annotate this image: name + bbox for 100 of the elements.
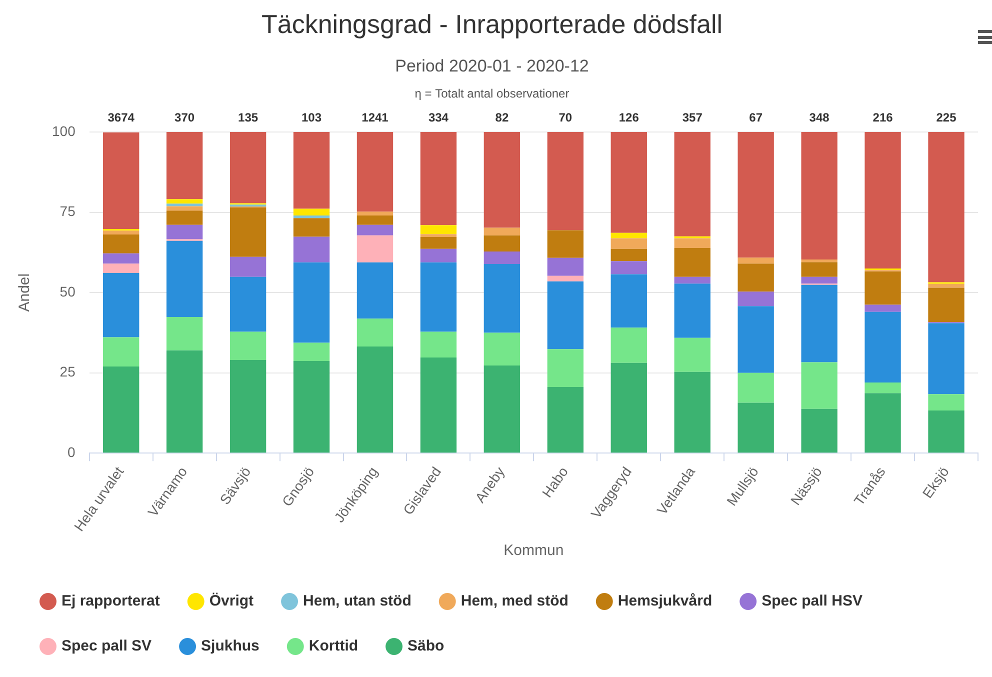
y-tick-label: 100 — [52, 122, 76, 139]
bar — [547, 387, 584, 453]
chart-title: Täckningsgrad - Inrapporterade dödsfall — [261, 9, 723, 40]
legend-label: Spec pall HSV — [762, 592, 862, 610]
legend-label: Hem, utan stöd — [303, 592, 412, 610]
bar — [420, 262, 457, 332]
bar — [166, 316, 203, 350]
bar — [547, 230, 584, 258]
bar — [674, 284, 710, 338]
bar — [864, 304, 901, 312]
annotation: 126 — [618, 110, 640, 124]
bar — [166, 132, 203, 200]
bar — [484, 228, 520, 236]
bar — [420, 132, 457, 226]
bar — [738, 132, 774, 258]
legend-label: Hemsjukvård — [618, 592, 712, 610]
bar — [484, 132, 520, 228]
bar — [928, 323, 964, 394]
bar — [166, 199, 203, 204]
bar — [293, 360, 330, 453]
annotation: 348 — [809, 110, 830, 124]
annotation: 334 — [428, 110, 449, 124]
annotation: 70 — [558, 110, 572, 124]
bar — [293, 236, 330, 262]
bar — [610, 261, 647, 274]
bar — [103, 230, 140, 234]
y-tick-label: 25 — [60, 364, 76, 380]
bar — [801, 284, 838, 362]
y-tick-label: 50 — [60, 283, 76, 300]
bar — [420, 237, 457, 249]
bar — [864, 271, 901, 305]
bar — [356, 235, 394, 262]
bar — [610, 328, 647, 363]
annotation: 82 — [495, 110, 509, 124]
bar — [864, 382, 901, 394]
y-tick-label: 0 — [68, 444, 76, 460]
bar — [674, 248, 710, 277]
bar — [484, 235, 520, 252]
bar — [801, 362, 838, 409]
bar — [356, 216, 394, 225]
bar — [230, 132, 266, 204]
bar — [610, 238, 647, 249]
bar — [230, 360, 266, 453]
x-axis-title: Kommun — [504, 542, 564, 560]
bar — [484, 332, 520, 366]
text: η = Totalt antal observationer — [414, 86, 570, 100]
y-tick-label: 75 — [60, 203, 76, 220]
annotation: 103 — [302, 110, 322, 124]
bar — [738, 258, 774, 264]
bar — [166, 350, 203, 453]
bar — [103, 264, 140, 273]
bar — [420, 357, 457, 453]
y-axis-title: Andel — [16, 273, 34, 312]
bar — [547, 349, 584, 388]
bar — [610, 232, 647, 238]
bar — [801, 132, 838, 260]
bar — [928, 394, 964, 410]
bar — [230, 276, 266, 332]
bar — [801, 276, 838, 284]
bar — [230, 332, 266, 360]
bar — [484, 251, 520, 264]
bar — [864, 312, 901, 383]
annotation: 370 — [174, 110, 195, 124]
bar — [547, 276, 584, 282]
bar — [928, 284, 964, 288]
bar — [420, 225, 457, 234]
bar — [166, 224, 203, 240]
bar — [738, 292, 774, 306]
bar — [801, 408, 838, 453]
bar — [293, 218, 330, 237]
bar — [674, 338, 710, 372]
legend-label: Spec pall SV — [62, 638, 152, 655]
legend-label: Säbo — [408, 638, 444, 655]
annotation: 1241 — [362, 110, 389, 124]
bar — [738, 306, 774, 373]
bar — [420, 332, 457, 358]
bar — [738, 372, 774, 403]
bar — [356, 132, 394, 212]
annotation: 225 — [936, 110, 957, 124]
bar — [356, 212, 394, 216]
bar — [738, 264, 774, 292]
bar — [547, 132, 584, 230]
bar — [547, 281, 584, 350]
bar — [166, 206, 203, 211]
legend-label: Hem, med stöd — [460, 592, 568, 610]
bar — [103, 366, 140, 453]
bar — [103, 337, 140, 366]
annotation: 216 — [872, 110, 894, 124]
bar — [738, 402, 774, 453]
bar — [356, 262, 394, 319]
bar — [928, 288, 964, 322]
bar — [166, 240, 203, 317]
bar — [801, 262, 838, 277]
bar — [293, 208, 330, 216]
annotation: 3674 — [108, 110, 135, 124]
annotation: 67 — [749, 110, 763, 124]
bar — [674, 276, 710, 284]
bar — [928, 410, 964, 453]
bar — [864, 393, 901, 453]
bar — [103, 272, 140, 338]
